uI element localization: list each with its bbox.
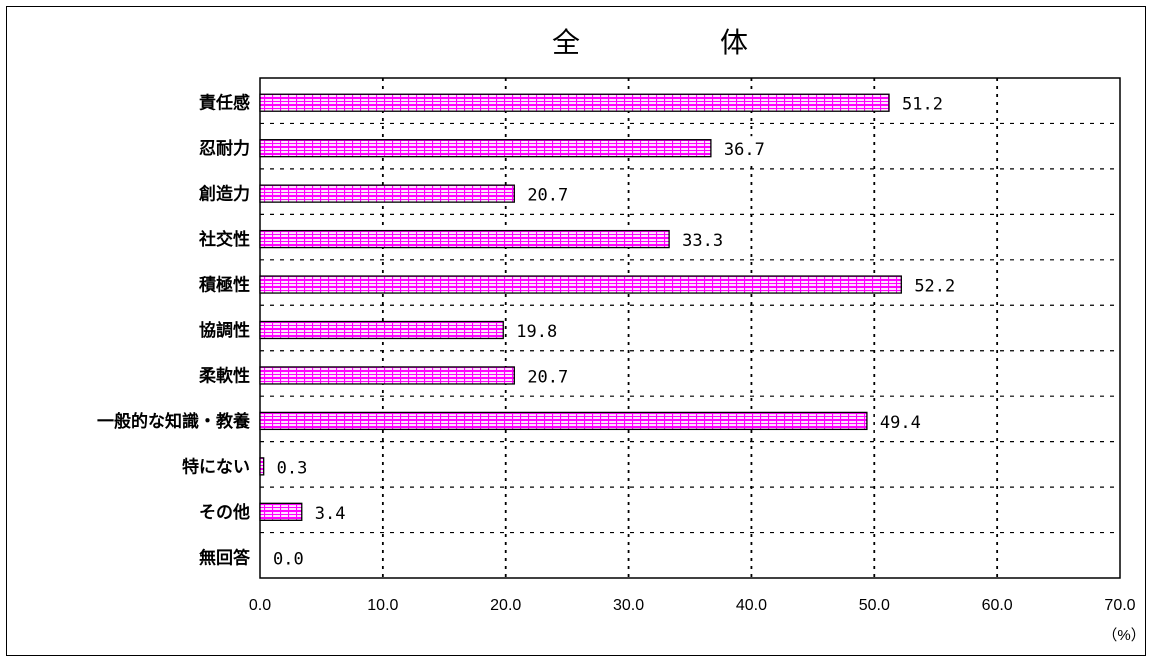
data-label: 51.2	[902, 95, 943, 115]
bar	[259, 366, 515, 385]
data-label-bg	[271, 454, 319, 481]
chart-title: 全 体	[552, 26, 748, 59]
bar	[259, 502, 303, 521]
data-label-bg	[268, 545, 315, 572]
category-label: 責任感	[199, 93, 250, 114]
data-label-bg	[874, 408, 933, 435]
data-label-bg	[511, 318, 570, 344]
category-label: その他	[199, 502, 250, 523]
x-tick-label: 70.0	[1104, 597, 1135, 614]
data-label: 36.7	[724, 140, 765, 160]
category-label: 社交性	[198, 229, 250, 250]
category-label: 積極性	[199, 275, 250, 296]
bar	[259, 93, 890, 112]
bar	[259, 139, 712, 158]
data-label-bg	[897, 90, 956, 117]
chart-frame	[6, 6, 1146, 656]
labels-layer: 責任感 51.2 忍耐力 36.7 創造力 20.7 社交性 33.3 積極性 52.2 協調性 19…	[97, 90, 968, 572]
bar	[259, 457, 265, 476]
x-axis-ticks: 0.0 10.0 20.0 30.0 40.0 50.0 60.0 70.0	[249, 597, 1136, 614]
data-label: 0.0	[273, 549, 304, 569]
bar	[259, 411, 868, 431]
category-label: 忍耐力	[199, 138, 250, 159]
bar	[259, 229, 670, 249]
data-label: 3.4	[315, 504, 346, 524]
category-label: 創造力	[198, 184, 250, 205]
data-label: 20.7	[527, 186, 568, 206]
bar	[259, 320, 504, 340]
data-label: 19.8	[516, 322, 557, 342]
bar	[259, 184, 515, 203]
x-tick-label: 30.0	[613, 597, 644, 614]
data-label-bg	[909, 272, 968, 299]
x-tick-label: 0.0	[249, 597, 271, 614]
x-axis-unit: （%）	[1102, 627, 1145, 644]
data-label-bg	[522, 363, 581, 390]
bar	[259, 275, 902, 294]
category-label: 無回答	[199, 547, 251, 568]
category-label: 一般的な知識・教養	[97, 411, 250, 432]
x-tick-label: 40.0	[736, 597, 767, 614]
data-label: 49.4	[880, 413, 921, 433]
data-label: 20.7	[527, 367, 568, 387]
x-tick-label: 10.0	[367, 597, 398, 614]
category-label: 協調性	[199, 320, 250, 341]
data-label-bg	[718, 136, 777, 163]
data-label-bg	[309, 499, 357, 526]
data-label: 52.2	[914, 277, 955, 297]
x-tick-label: 60.0	[982, 597, 1013, 614]
x-tick-label: 20.0	[490, 597, 521, 614]
data-label-bg	[522, 181, 581, 208]
data-label: 0.3	[277, 458, 308, 478]
x-tick-label: 50.0	[859, 597, 890, 614]
category-label: 柔軟性	[199, 365, 250, 386]
category-label: 特にない	[182, 456, 250, 477]
data-label: 33.3	[682, 231, 723, 251]
bars-layer	[259, 93, 902, 521]
data-label-bg	[677, 227, 736, 254]
